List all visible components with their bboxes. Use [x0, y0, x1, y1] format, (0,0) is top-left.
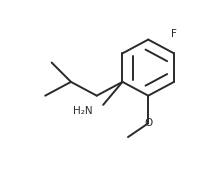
Text: H₂N: H₂N — [74, 106, 93, 116]
Text: O: O — [144, 118, 152, 128]
Text: F: F — [171, 29, 177, 39]
